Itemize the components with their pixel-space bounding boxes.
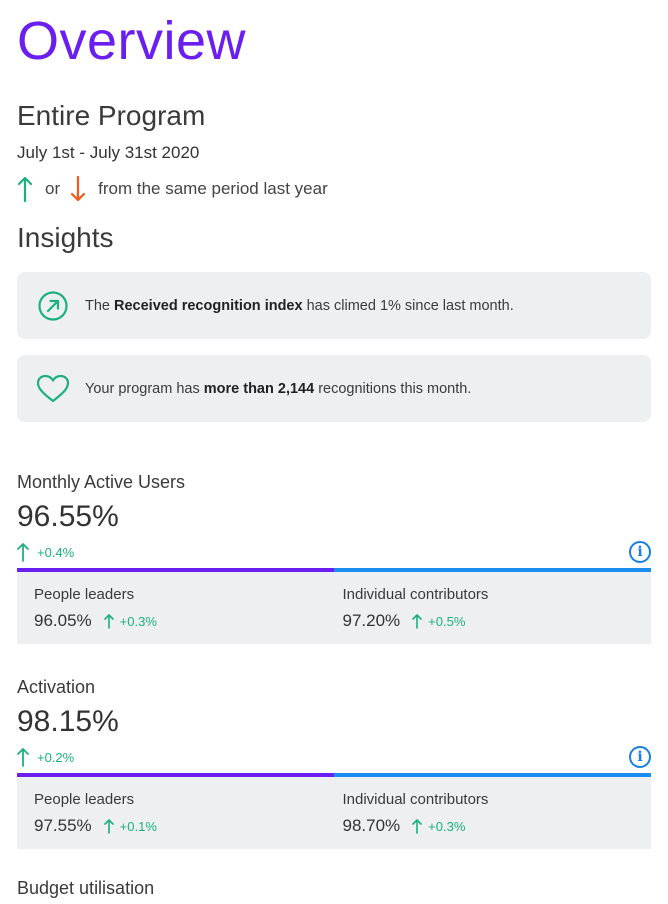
trend-legend: or from the same period last year [17, 172, 328, 206]
breakdown-change: +0.3% [412, 818, 465, 834]
metric-label: Activation [17, 677, 96, 697]
page-title: Overview [17, 11, 247, 71]
insight-text: The Received recognition index has clime… [85, 297, 514, 314]
metric-label: Monthly Active Users [17, 472, 186, 492]
info-icon[interactable]: i [629, 541, 651, 563]
metric-value: 98.15% [17, 705, 119, 738]
metric-breakdown: People leaders 97.55% +0.1% Individual c… [17, 777, 651, 849]
arrow-up-icon [17, 175, 33, 203]
breakdown-value: 97.55% [34, 816, 92, 835]
arrow-up-icon [103, 614, 114, 629]
breakdown-individual-contributors: Individual contributors 97.20% +0.5% [342, 586, 489, 630]
heart-icon [35, 371, 71, 407]
arrow-up-icon [412, 819, 422, 834]
legend-description: from the same period last year [98, 179, 328, 198]
breakdown-change: +0.5% [412, 613, 465, 629]
metric-change: +0.4% [17, 542, 74, 562]
breakdown-individual-contributors: Individual contributors 98.70% +0.3% [342, 791, 489, 835]
insight-text: Your program has more than 2,144 recogni… [85, 380, 472, 397]
program-heading: Entire Program [17, 100, 206, 131]
metric-activation: Activation 98.15% +0.2% i People leaders… [17, 677, 651, 849]
split-bar [17, 773, 651, 777]
arrow-up-icon [17, 543, 29, 562]
info-icon[interactable]: i [629, 746, 651, 768]
metric-change: +0.2% [17, 747, 74, 767]
metric-monthly-active-users: Monthly Active Users 96.55% +0.4% i Peop… [17, 472, 651, 644]
budget-utilisation-label: Budget utilisation [17, 878, 155, 898]
breakdown-people-leaders: People leaders 96.05% +0.3% [34, 586, 157, 630]
arrow-up-icon [103, 819, 114, 834]
arrow-up-icon [412, 614, 422, 629]
breakdown-value: 98.70% [342, 816, 401, 835]
split-bar [17, 568, 651, 572]
insight-card-recognitions: Your program has more than 2,144 recogni… [17, 355, 651, 422]
breakdown-value: 97.20% [342, 611, 401, 630]
breakdown-value: 96.05% [34, 611, 92, 630]
breakdown-change: +0.1% [103, 818, 157, 834]
date-range: July 1st - July 31st 2020 [17, 143, 200, 162]
arrow-down-icon [70, 175, 86, 203]
metric-breakdown: People leaders 96.05% +0.3% Individual c… [17, 572, 651, 644]
trending-up-circle-icon [35, 288, 71, 324]
breakdown-change: +0.3% [103, 613, 157, 629]
insight-card-recognition-index: The Received recognition index has clime… [17, 272, 651, 339]
breakdown-people-leaders: People leaders 97.55% +0.1% [34, 791, 157, 835]
insights-heading: Insights [17, 222, 114, 253]
arrow-up-icon [17, 748, 29, 767]
legend-or-text: or [45, 179, 61, 198]
metric-value: 96.55% [17, 500, 119, 533]
